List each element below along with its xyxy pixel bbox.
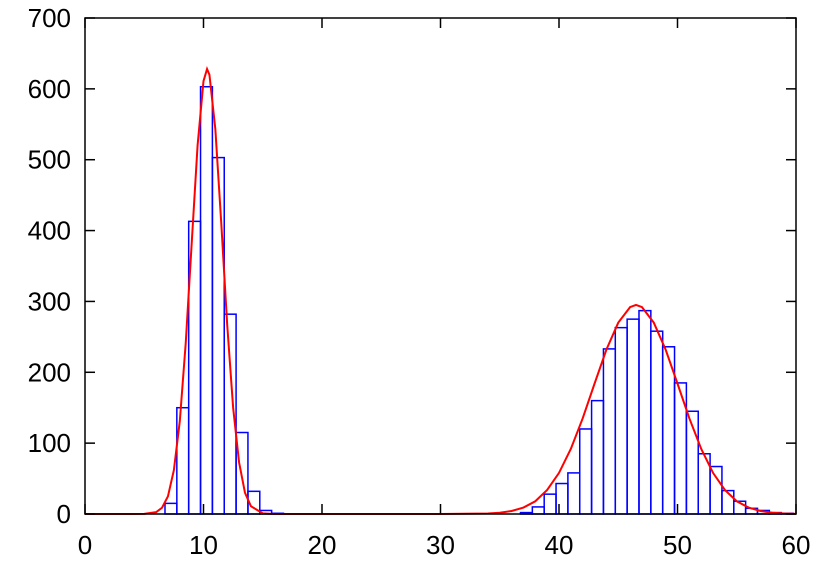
y-tick-label: 200 bbox=[28, 357, 71, 387]
bar bbox=[614, 326, 628, 515]
y-tick-label: 600 bbox=[28, 74, 71, 104]
bar bbox=[602, 348, 617, 515]
bar bbox=[543, 493, 557, 515]
x-tick-label: 10 bbox=[189, 530, 218, 560]
y-tick-label: 700 bbox=[28, 3, 71, 33]
bar bbox=[211, 156, 225, 515]
x-tick-label: 50 bbox=[663, 530, 692, 560]
plot-frame bbox=[84, 17, 797, 515]
fit-curve bbox=[85, 66, 797, 515]
bar bbox=[650, 330, 664, 515]
bar bbox=[531, 506, 545, 515]
bar bbox=[555, 482, 569, 515]
x-tick-label: 20 bbox=[308, 530, 337, 560]
y-tick-label: 0 bbox=[57, 499, 71, 529]
bar bbox=[199, 85, 214, 515]
bar bbox=[626, 318, 640, 515]
plot-marks bbox=[85, 66, 797, 515]
bar bbox=[638, 309, 652, 515]
x-tick-label: 60 bbox=[782, 530, 811, 560]
x-tick-label: 0 bbox=[78, 530, 92, 560]
y-tick-label: 400 bbox=[28, 216, 71, 246]
bar bbox=[567, 472, 581, 515]
bar bbox=[590, 399, 605, 515]
y-tick-label: 500 bbox=[28, 145, 71, 175]
x-tick-label: 30 bbox=[426, 530, 455, 560]
bar bbox=[164, 502, 178, 515]
bar bbox=[709, 465, 723, 515]
y-tick-label: 300 bbox=[28, 286, 71, 316]
y-tick-label: 100 bbox=[28, 428, 71, 458]
bar bbox=[578, 428, 593, 515]
x-tick-label: 40 bbox=[545, 530, 574, 560]
